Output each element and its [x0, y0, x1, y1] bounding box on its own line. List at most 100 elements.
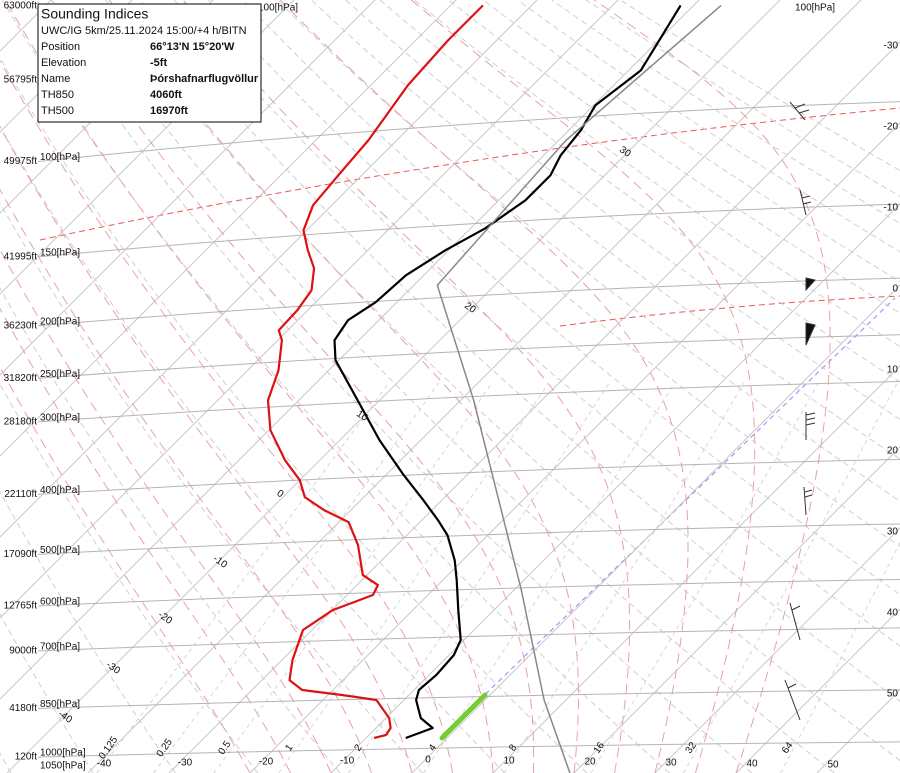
mixing-ratio-label: 8 [507, 742, 519, 753]
info-value: -5ft [150, 57, 167, 69]
isobar-label: 200[hPa] [40, 316, 80, 327]
mixing-ratio-line [347, 382, 610, 773]
x-tick-label: 20 [584, 757, 596, 768]
y-tick-label: 22110ft [4, 489, 37, 500]
mixing-ratio-line [682, 382, 898, 773]
info-label: Elevation [41, 57, 86, 69]
dry-adiabat [104, 0, 900, 762]
isotherm [573, 446, 900, 773]
wind-barb [789, 101, 810, 121]
dry-adiabat [516, 0, 900, 253]
top-label: 100[hPa] [795, 3, 835, 14]
adiabat-label: -30 [104, 659, 123, 677]
y-tick-label: 49975ft [4, 156, 38, 167]
mixing-ratio-label: 4 [427, 742, 439, 753]
x-tick-label: 10 [503, 756, 515, 767]
y-tick-label: 9000ft [9, 646, 37, 657]
info-box-frame [37, 3, 262, 123]
dry-adiabat [0, 491, 176, 773]
right-tick-label: 30 [887, 527, 899, 538]
info-value: Þórshafnarflugvöllur [150, 73, 259, 85]
x-tick-label: -40 [97, 759, 112, 770]
profile-line [333, 4, 682, 740]
mixing-ratio-line [153, 382, 440, 773]
info-label: Position [41, 41, 80, 53]
isobar-label: 850[hPa] [40, 699, 80, 710]
mixing-ratio-label: 2 [353, 742, 365, 753]
moist-adiabat [279, 0, 689, 773]
wind-barb [803, 486, 813, 516]
isobar-label: 1000[hPa] [40, 748, 86, 759]
adiabat-label: 20 [462, 300, 478, 316]
x-tick-label: 0 [425, 755, 431, 766]
dry-adiabat [550, 0, 900, 224]
adiabat-label: -10 [211, 553, 230, 571]
info-label: Name [41, 73, 70, 85]
isobar [37, 334, 900, 379]
isobar [37, 627, 900, 652]
isobar [37, 689, 900, 710]
dry-adiabat [0, 56, 588, 773]
isotherm [0, 0, 457, 457]
isotherm [735, 608, 900, 773]
surface-wind [439, 692, 488, 741]
wind-barb [799, 189, 812, 216]
x-tick-label: 50 [827, 760, 839, 771]
isotherm [0, 0, 538, 538]
dry-adiabat [173, 0, 900, 647]
isobar-label: 150[hPa] [40, 248, 80, 259]
isobar-label: 700[hPa] [40, 642, 80, 653]
moist-adiabat [593, 0, 831, 773]
moist-adiabat [0, 188, 372, 773]
mixing-ratio-line [96, 382, 390, 773]
info-label: TH850 [41, 89, 74, 101]
dry-adiabat [1, 0, 670, 773]
isotherm [0, 0, 214, 214]
mixing-ratio-label: 64 [780, 740, 796, 756]
right-tick-label: 10 [887, 365, 899, 376]
moist-adiabat [0, 60, 453, 773]
wind-barb [805, 412, 816, 440]
adiabat-label: 30 [617, 144, 633, 160]
mixing-ratio-line [780, 541, 900, 773]
right-tick-label: 0 [892, 284, 898, 295]
wind-barbs [784, 101, 816, 721]
info-box: Sounding Indices UWC/IG 5km/25.11.2024 1… [37, 3, 262, 123]
dry-adiabat [36, 0, 753, 773]
moist-adiabat [108, 0, 580, 773]
right-tick-label: 20 [887, 446, 899, 457]
y-tick-label: 36230ft [4, 320, 38, 331]
right-tick-label: 40 [887, 608, 899, 619]
dry-adiabat [0, 613, 94, 773]
mixing-ratio-line [422, 382, 675, 773]
isotherm [330, 203, 900, 773]
dry-adiabat [0, 201, 423, 773]
isobar [37, 741, 900, 758]
right-tick-label: -30 [884, 41, 899, 52]
moist-adiabat [4, 0, 494, 773]
info-title: Sounding Indices [41, 6, 148, 22]
right-tick-label: 50 [887, 689, 899, 700]
isotherm [6, 0, 781, 773]
isotherm [0, 0, 133, 133]
adiabat-label: 0 [274, 488, 285, 500]
dry-adiabat [0, 383, 259, 773]
moist-adiabat [0, 248, 332, 773]
wind-barb [805, 277, 816, 292]
mixing-ratio-label: 0.25 [155, 737, 175, 760]
isobar [37, 458, 900, 495]
wind-barb [805, 322, 816, 346]
info-value: 66°13'N 15°20'W [150, 41, 235, 53]
x-tick-label: -30 [178, 758, 193, 769]
moist-adiabat [0, 126, 413, 773]
dry-adiabat [619, 0, 900, 172]
dry-adiabat [413, 0, 900, 348]
y-tick-label: 56795ft [4, 75, 38, 86]
y-tick-label: 41995ft [4, 252, 38, 263]
isobar [37, 203, 900, 258]
isobar-label: 600[hPa] [40, 597, 80, 608]
dry-adiabat [70, 0, 835, 773]
wind-barb [784, 679, 801, 721]
